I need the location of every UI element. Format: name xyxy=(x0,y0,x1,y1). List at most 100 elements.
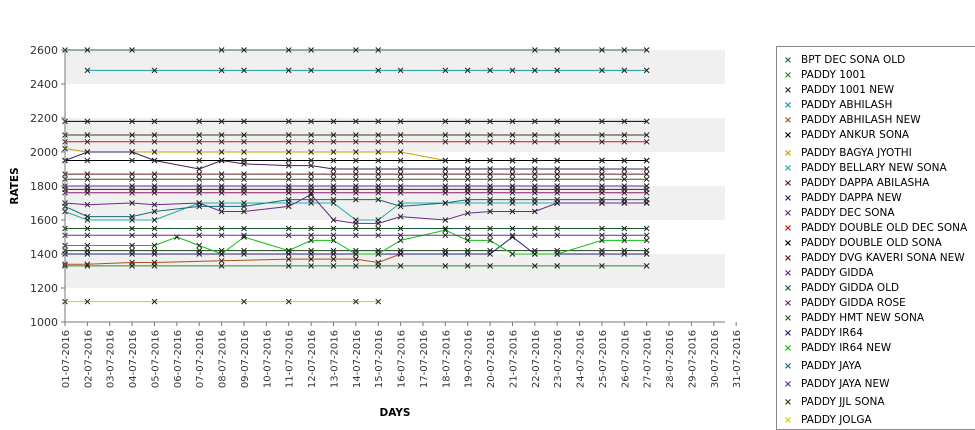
series-group xyxy=(62,157,650,164)
data-point xyxy=(643,157,650,164)
y-tick-label: 1400 xyxy=(30,248,58,261)
legend-label: PADDY BAGYA JYOTHI xyxy=(801,147,912,159)
data-point xyxy=(442,263,449,269)
data-point xyxy=(599,157,605,164)
x-tick-label: 07-07-2016 xyxy=(195,330,206,388)
data-point xyxy=(487,225,493,232)
data-point xyxy=(218,251,225,257)
data-point xyxy=(464,251,471,257)
data-point xyxy=(84,176,91,183)
data-point xyxy=(643,183,650,189)
data-point xyxy=(643,67,650,74)
grid-band xyxy=(65,220,725,254)
series-line xyxy=(64,202,647,221)
data-point xyxy=(151,225,158,232)
x-tick-label: 21-07-2016 xyxy=(508,330,519,388)
data-point xyxy=(352,220,359,227)
data-point xyxy=(129,242,135,249)
data-point xyxy=(531,263,538,269)
data-point xyxy=(308,138,314,145)
data-point xyxy=(330,232,337,239)
data-point xyxy=(308,263,314,269)
data-point xyxy=(241,138,247,145)
data-point xyxy=(129,200,135,206)
data-point xyxy=(330,138,337,145)
legend-label: PADDY ANKUR SONA xyxy=(801,129,910,141)
data-point xyxy=(509,189,516,196)
data-point xyxy=(375,220,382,227)
data-point xyxy=(397,203,404,210)
data-point xyxy=(352,47,359,53)
data-point xyxy=(442,176,449,183)
data-point xyxy=(531,251,538,257)
data-point xyxy=(308,171,314,177)
data-point xyxy=(241,47,247,53)
series-group xyxy=(84,67,650,74)
x-tick-label: 01-07-2016 xyxy=(61,330,72,388)
data-point xyxy=(599,237,605,244)
data-point xyxy=(621,251,628,257)
data-point xyxy=(554,251,561,257)
data-point xyxy=(241,171,247,177)
data-point xyxy=(84,132,91,138)
x-tick-label: 25-07-2016 xyxy=(598,330,609,388)
data-point xyxy=(442,138,449,145)
data-point xyxy=(464,132,471,138)
legend-marker-icon: × xyxy=(783,397,793,408)
data-point xyxy=(509,138,516,145)
series-group xyxy=(62,189,650,196)
legend-item: × PADDY 1001 NEW xyxy=(781,83,894,97)
data-point xyxy=(151,183,158,189)
data-point xyxy=(621,196,628,203)
legend-marker-icon: × xyxy=(783,100,793,111)
data-point xyxy=(129,232,135,239)
data-point xyxy=(599,67,605,74)
series-group xyxy=(62,183,650,189)
data-point xyxy=(196,251,203,257)
data-point xyxy=(129,149,135,155)
grid-band xyxy=(65,288,725,322)
data-point xyxy=(554,189,561,196)
x-tick-label: 10-07-2016 xyxy=(262,330,273,388)
data-point xyxy=(375,189,382,196)
data-point xyxy=(621,225,628,232)
data-point xyxy=(442,227,449,234)
data-point xyxy=(330,149,337,155)
data-point xyxy=(531,208,538,215)
data-point xyxy=(84,47,91,53)
data-point xyxy=(330,256,337,262)
data-point xyxy=(599,263,605,269)
data-point xyxy=(196,225,203,232)
x-tick-label: 24-07-2016 xyxy=(576,330,587,388)
data-point xyxy=(352,171,359,177)
x-tick-label: 11-07-2016 xyxy=(285,330,296,388)
data-point xyxy=(643,251,650,257)
data-point xyxy=(509,176,516,183)
legend-label: PADDY DEC SONA xyxy=(801,207,895,219)
data-point xyxy=(352,138,359,145)
data-point xyxy=(241,298,247,305)
data-point xyxy=(330,166,337,172)
legend-label: PADDY ABHILASH xyxy=(801,99,893,111)
data-point xyxy=(643,237,650,244)
data-point xyxy=(241,118,247,125)
data-point xyxy=(599,251,605,257)
data-point xyxy=(442,166,449,172)
data-point xyxy=(241,208,247,215)
data-point xyxy=(129,138,135,145)
data-point xyxy=(487,176,493,183)
data-point xyxy=(554,132,561,138)
data-point xyxy=(397,183,404,189)
series-group xyxy=(62,251,449,268)
data-point xyxy=(599,138,605,145)
y-tick-label: 2400 xyxy=(30,78,58,91)
data-point xyxy=(464,232,471,239)
data-point xyxy=(218,118,225,125)
data-point xyxy=(196,176,203,183)
data-point xyxy=(151,157,158,164)
data-point xyxy=(285,138,292,145)
legend-marker-icon: × xyxy=(783,328,793,339)
data-point xyxy=(397,118,404,125)
data-point xyxy=(397,232,404,239)
data-point xyxy=(218,138,225,145)
